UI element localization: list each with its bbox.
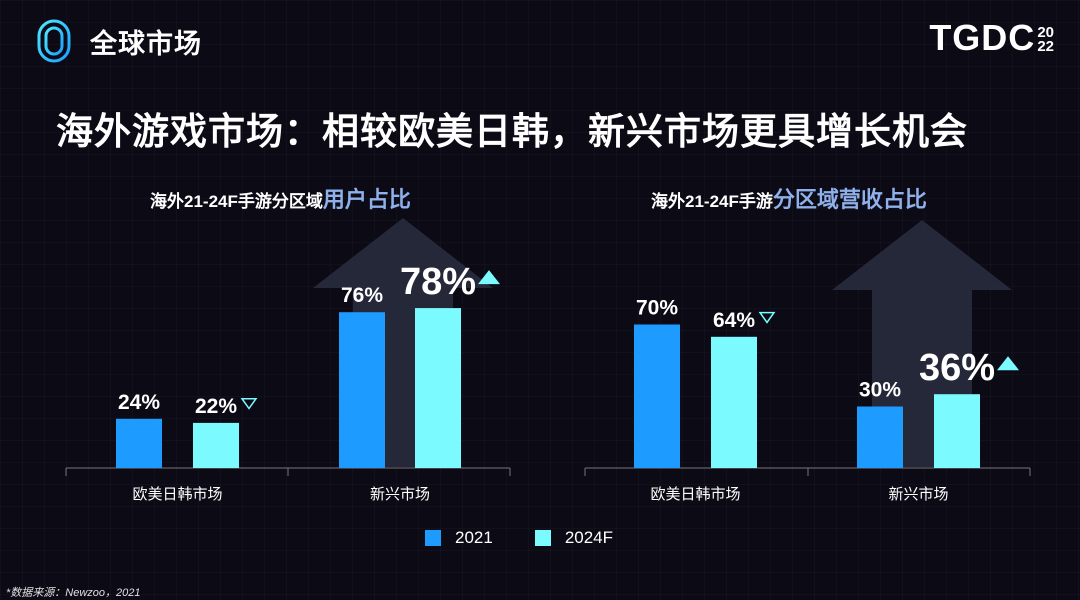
section-title: 全球市场 — [90, 29, 202, 59]
bar-users-1-2024F — [415, 308, 461, 468]
brand-name: TGDC — [929, 17, 1036, 58]
legend-swatch-2024f — [534, 530, 551, 546]
value-label-users-0-2024F: 22% — [195, 395, 237, 418]
trend-down-icon-users-0 — [240, 397, 258, 410]
category-label-revenue-0: 欧美日韩市场 — [650, 486, 740, 503]
legend-swatch-2021 — [424, 530, 441, 546]
value-label-revenue-0-2024F: 64% — [713, 309, 755, 332]
chart-title-users-highlight: 用户占比 — [322, 187, 411, 212]
value-label-users-0-2021: 24% — [118, 391, 160, 414]
trend-up-icon-revenue-1 — [997, 356, 1019, 371]
bar-revenue-0-2024F — [711, 336, 757, 468]
value-label-revenue-1-2021: 30% — [859, 379, 901, 402]
brand-year: 20 22 — [1037, 24, 1054, 55]
bar-revenue-1-2021 — [857, 406, 903, 468]
bar-revenue-1-2024F — [934, 394, 980, 468]
chart-title-users-prefix: 海外21-24F手游分区域 — [150, 192, 323, 211]
legend-item-2021: 2021 — [424, 528, 493, 548]
category-label-users-1: 新兴市场 — [370, 486, 430, 503]
data-source-note: *数据来源：Newzoo，2021 — [6, 587, 141, 599]
trend-down-icon-revenue-0 — [758, 311, 776, 324]
bar-revenue-0-2021 — [634, 324, 680, 468]
brand-year-top: 20 — [1037, 24, 1054, 41]
tgdc-logo: TGDC 20 22 — [929, 20, 1054, 56]
page-headline: 海外游戏市场：相较欧美日韩，新兴市场更具增长机会 — [56, 111, 968, 152]
legend-item-2024f: 2024F — [534, 528, 614, 548]
legend-label-2024f: 2024F — [564, 528, 614, 547]
brand-logo-icon — [37, 19, 71, 63]
value-label-revenue-0-2021: 70% — [636, 297, 678, 320]
value-label-users-1-2021: 76% — [341, 284, 383, 307]
chart-title-revenue-highlight: 分区域营收占比 — [772, 187, 927, 212]
legend-label-2021: 2021 — [454, 528, 493, 547]
value-label-users-1-2024F: 78% — [400, 261, 476, 303]
category-label-revenue-1: 新兴市场 — [888, 486, 948, 503]
bar-users-0-2024F — [193, 422, 239, 468]
bar-users-0-2021 — [116, 418, 162, 468]
category-label-users-0: 欧美日韩市场 — [132, 486, 222, 503]
bar-users-1-2021 — [339, 312, 385, 468]
legend: 2021 2024F — [0, 528, 1080, 548]
brand-year-bottom: 22 — [1037, 38, 1054, 55]
value-label-revenue-1-2024F: 36% — [919, 347, 995, 389]
chart-title-revenue: 海外21-24F手游 分区域营收占比 — [651, 182, 927, 214]
chart-title-users: 海外21-24F手游分区域 用户占比 — [150, 182, 411, 214]
chart-title-revenue-prefix: 海外21-24F手游 — [651, 192, 773, 211]
trend-up-icon-users-1 — [478, 270, 500, 285]
